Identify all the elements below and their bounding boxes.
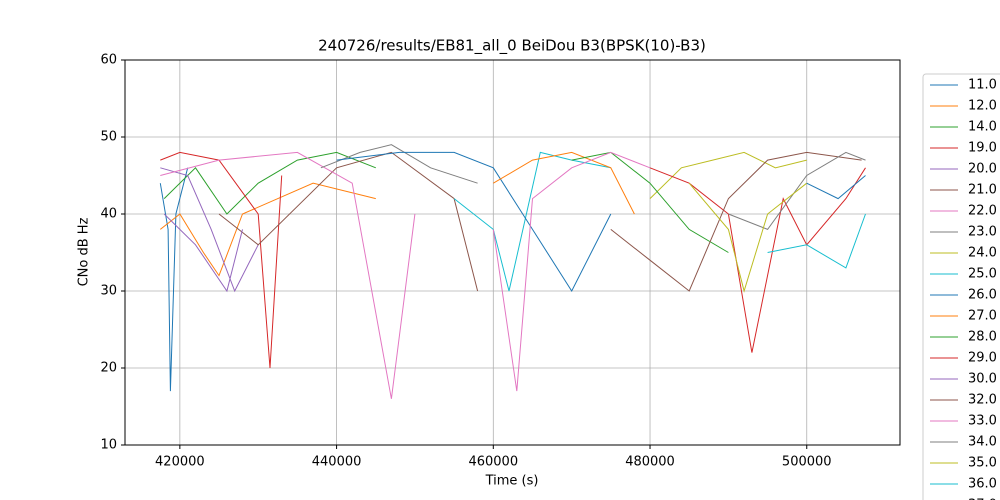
legend-label: 26.0 (968, 288, 997, 303)
series-line (492, 151, 651, 392)
series-line (163, 213, 243, 293)
y-tick-label: 20 (100, 361, 117, 376)
legend-label: 33.0 (968, 414, 997, 429)
series-line (649, 151, 807, 199)
series-line (571, 151, 729, 253)
series-line (163, 151, 376, 215)
legend-label: 21.0 (968, 183, 997, 198)
legend-label: 22.0 (968, 204, 997, 219)
series-line (159, 167, 189, 392)
series-line (160, 167, 259, 293)
chart-title: 240726/results/EB81_all_0 BeiDou B3(BPSK… (318, 37, 706, 56)
legend-label: 30.0 (968, 372, 997, 387)
legend-label: 20.0 (968, 162, 997, 177)
series-line (320, 144, 478, 184)
y-tick-label: 40 (100, 207, 117, 222)
legend-label: 19.0 (968, 141, 997, 156)
plot-frame (124, 59, 901, 446)
legend-label: 14.0 (968, 120, 997, 135)
legend-label: 27.0 (968, 309, 997, 324)
y-tick-label: 50 (100, 130, 117, 145)
series-line (336, 151, 612, 293)
legend-label: 12.0 (968, 99, 997, 114)
legend-label: 36.0 (968, 477, 997, 492)
series-line (610, 151, 862, 292)
series-line (159, 182, 376, 277)
x-tick-label: 480000 (625, 455, 675, 470)
series-line (493, 151, 635, 215)
x-tick-label: 440000 (312, 455, 362, 470)
legend-label: 25.0 (968, 267, 997, 282)
legend-label: 29.0 (968, 351, 997, 366)
series-line (806, 175, 866, 200)
x-tick-label: 460000 (468, 455, 518, 470)
y-tick-label: 10 (100, 438, 117, 453)
legend-label: 37.0 (968, 498, 997, 500)
series-line (160, 151, 283, 369)
series-line (688, 182, 808, 293)
y-tick-label: 60 (100, 53, 117, 68)
y-tick-label: 30 (100, 284, 117, 299)
series-line (218, 151, 479, 292)
x-axis-label: Time (s) (485, 474, 539, 489)
legend-label: 24.0 (968, 246, 997, 261)
x-tick-label: 420000 (155, 455, 205, 470)
legend-box (922, 73, 1000, 500)
legend-label: 35.0 (968, 456, 997, 471)
series-line (160, 151, 416, 399)
legend-label: 23.0 (968, 225, 997, 240)
series-line (767, 213, 866, 269)
y-axis-label: CNo dB Hz (77, 217, 92, 286)
series-line (728, 151, 866, 231)
legend-label: 34.0 (968, 435, 997, 450)
legend-label: 32.0 (968, 393, 997, 408)
series-line (649, 167, 866, 353)
x-tick-label: 500000 (782, 455, 832, 470)
legend-label: 28.0 (968, 330, 997, 345)
series-line (453, 151, 611, 292)
legend-label: 11.0 (968, 78, 997, 93)
